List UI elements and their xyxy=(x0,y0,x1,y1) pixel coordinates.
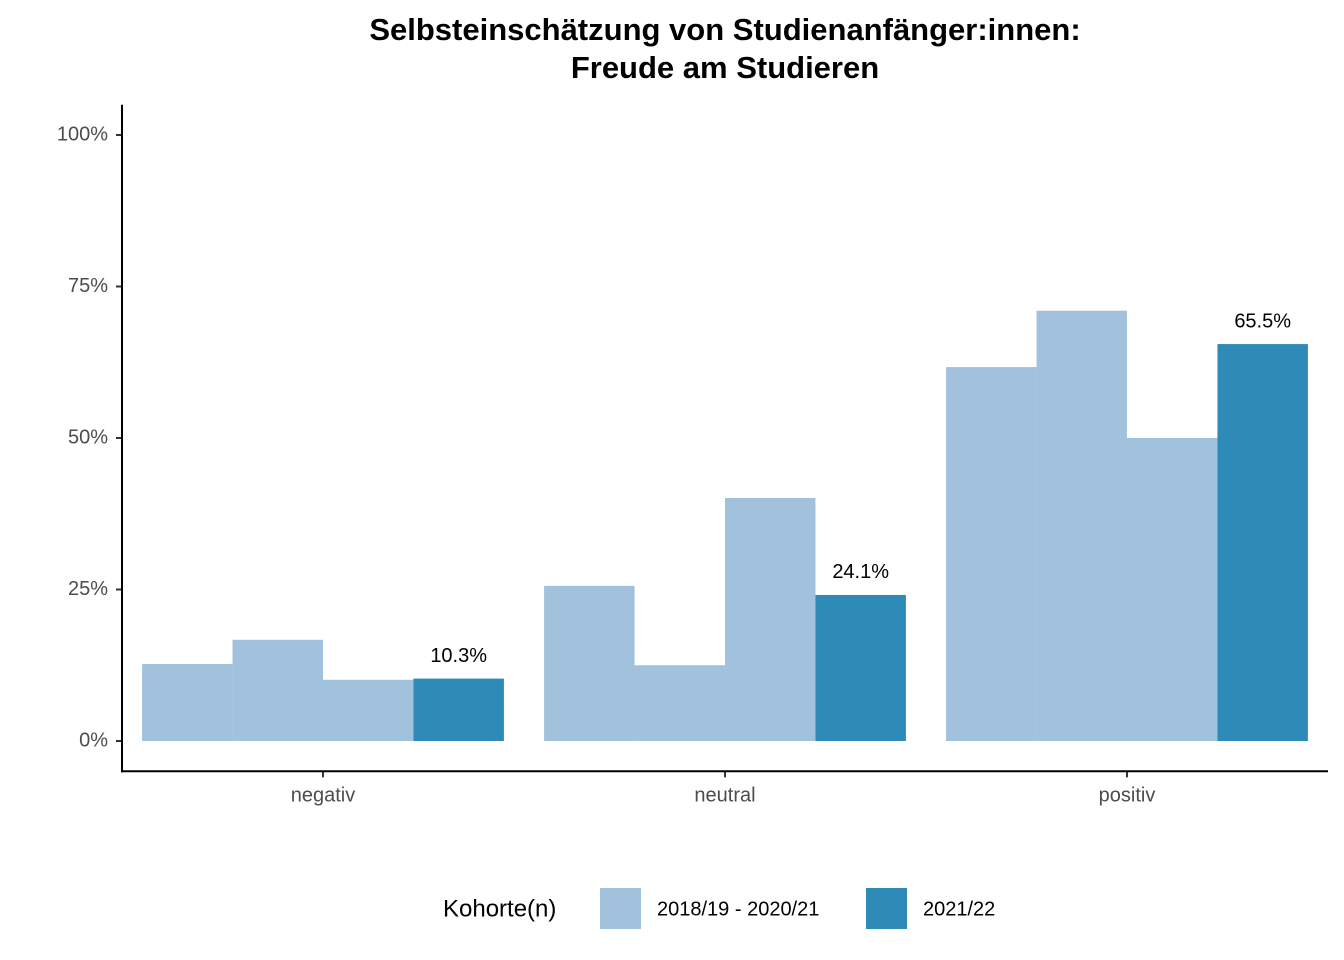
x-tick-label: neutral xyxy=(694,785,755,807)
legend-label: 2018/19 - 2020/21 xyxy=(657,898,819,920)
bar xyxy=(142,664,233,741)
y-tick-label: 75% xyxy=(68,275,108,297)
bar xyxy=(544,585,635,741)
bar xyxy=(815,594,906,741)
y-tick-label: 0% xyxy=(79,729,108,751)
value-label: 65.5% xyxy=(1234,310,1291,332)
y-tick-label: 25% xyxy=(68,578,108,600)
legend-swatch xyxy=(866,888,907,929)
bar xyxy=(1036,310,1127,741)
bar xyxy=(1127,438,1218,741)
y-tick-label: 50% xyxy=(68,426,108,448)
x-tick-label: negativ xyxy=(291,785,356,807)
legend-title: Kohorte(n) xyxy=(443,895,556,922)
bar xyxy=(1217,344,1308,741)
chart-title: Freude am Studieren xyxy=(571,50,879,85)
value-label: 24.1% xyxy=(832,561,889,583)
legend-swatch xyxy=(600,888,641,929)
bar xyxy=(725,497,816,741)
y-tick-label: 100% xyxy=(57,123,108,145)
legend-label: 2021/22 xyxy=(923,898,995,920)
bar xyxy=(413,678,504,741)
x-tick-label: positiv xyxy=(1099,785,1156,807)
value-label: 10.3% xyxy=(430,645,487,667)
bar xyxy=(232,639,323,741)
chart-title: Selbsteinschätzung von Studienanfänger:i… xyxy=(369,12,1080,47)
bar xyxy=(634,665,725,741)
bar xyxy=(946,367,1037,741)
bar xyxy=(323,679,414,741)
